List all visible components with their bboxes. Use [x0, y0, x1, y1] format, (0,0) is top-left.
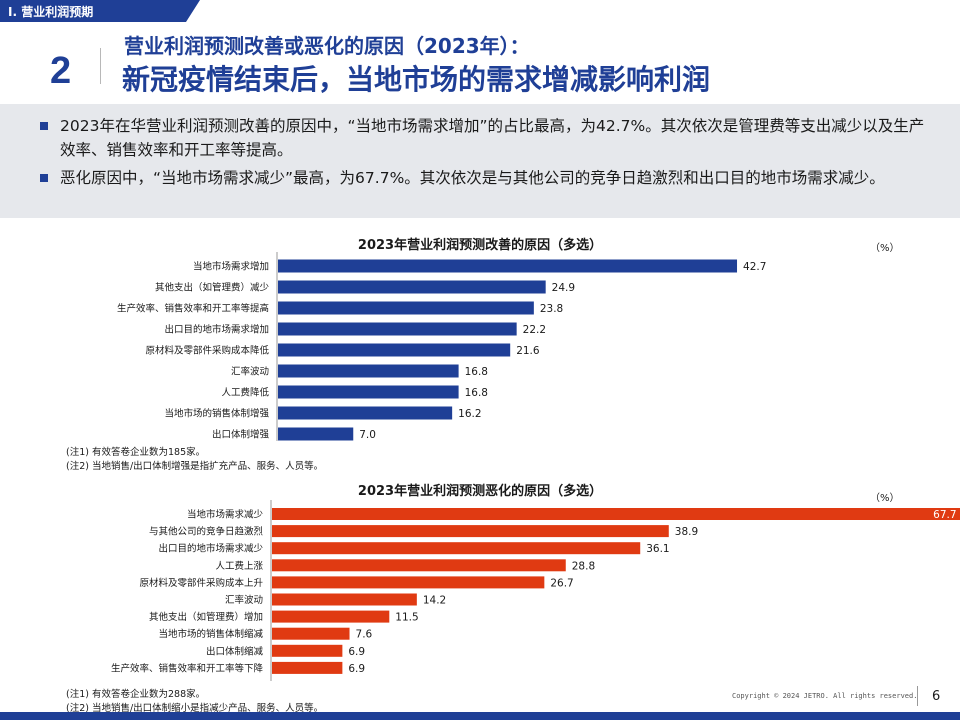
chart1-note-1: (注1) 有效答卷企业数为185家。 [66, 447, 206, 458]
bar [278, 259, 738, 273]
value-label: 28.8 [572, 560, 595, 572]
category-label: 出口体制缩减 [206, 645, 264, 657]
summary-text-1: 2023年在华营业利润预测改善的原因中，“当地市场需求增加”的占比最高，为42.… [60, 117, 925, 159]
category-label: 出口体制增强 [212, 429, 270, 441]
copyright: Copyright © 2024 JETRO. All rights reser… [732, 692, 918, 700]
value-label: 7.6 [356, 629, 373, 641]
chart2-note-2: (注2) 当地销售/出口体制缩小是指减少产品、服务、人员等。 [66, 703, 324, 714]
bar [278, 280, 546, 294]
category-label: 当地市场需求增加 [193, 261, 269, 273]
category-label: 汇率波动 [225, 594, 263, 606]
chart1-improvement: 当地市场需求增加 42.7 其他支出（如管理费）减少 24.9 生产效率、销售效率和开工… [117, 252, 766, 441]
page-title: 新冠疫情结束后，当地市场的需求增减影响利润 [122, 63, 711, 96]
bar [272, 576, 545, 589]
bullet-square-icon [40, 122, 48, 130]
bar [272, 610, 390, 623]
footer-divider [917, 686, 918, 706]
value-label: 16.2 [458, 408, 481, 420]
chart2-note-1: (注1) 有效答卷企业数为288家。 [66, 689, 206, 700]
bar [272, 627, 350, 640]
page-number: 6 [932, 689, 941, 704]
value-label: 6.9 [348, 663, 365, 675]
category-label: 其他支出（如管理费）减少 [155, 282, 270, 294]
value-label: 23.8 [540, 303, 563, 315]
value-label: 24.9 [552, 282, 575, 294]
category-label: 人工费降低 [221, 387, 269, 399]
chart2-unit: （%） [870, 493, 900, 504]
title-divider [100, 48, 101, 84]
category-label: 生产效率、销售效率和开工率等提高 [117, 303, 269, 315]
chart2-deterioration: 当地市场需求减少 67.7 与其他公司的竞争日趋激烈 38.9 出口目的地市场需求减少 3… [111, 500, 960, 681]
summary-bullet-2: 恶化原因中，“当地市场需求减少”最高，为67.7%。其次依次是与其他公司的竞争日… [40, 166, 928, 190]
bullet-square-icon [40, 174, 48, 182]
bar [278, 343, 511, 357]
value-label: 67.7 [933, 509, 956, 521]
section-tab: Ⅰ. 营业利润预期 [0, 0, 200, 22]
value-label: 14.2 [423, 595, 446, 607]
bar [278, 406, 453, 420]
bar [278, 322, 517, 336]
category-label: 与其他公司的竞争日趋激烈 [149, 526, 264, 538]
category-label: 人工费上涨 [215, 560, 263, 572]
value-label: 26.7 [550, 577, 573, 589]
section-tab-label: Ⅰ. 营业利润预期 [8, 5, 94, 19]
chart1-title: 2023年营业利润预测改善的原因（多选） [357, 238, 603, 253]
chart2-title: 2023年营业利润预测恶化的原因（多选） [357, 484, 603, 499]
value-label: 11.5 [395, 612, 418, 624]
category-label: 出口目的地市场需求减少 [158, 543, 263, 555]
bar [272, 644, 343, 657]
bottom-bar [0, 712, 960, 720]
value-label: 16.8 [465, 366, 488, 378]
chart1-unit: （%） [870, 243, 900, 254]
summary-bullet-1: 2023年在华营业利润预测改善的原因中，“当地市场需求增加”的占比最高，为42.… [40, 114, 928, 162]
value-label: 36.1 [646, 543, 669, 555]
category-label: 原材料及零部件采购成本上升 [139, 577, 263, 589]
value-label: 16.8 [465, 387, 488, 399]
bar [272, 508, 960, 520]
value-label: 6.9 [348, 646, 365, 658]
value-label: 7.0 [359, 429, 376, 441]
bar [278, 301, 534, 315]
category-label: 出口目的地市场需求增加 [164, 324, 269, 336]
bar [278, 427, 354, 441]
category-label: 原材料及零部件采购成本降低 [145, 345, 269, 357]
value-label: 42.7 [743, 261, 766, 273]
bar [272, 525, 669, 538]
bar [272, 559, 566, 572]
category-label: 汇率波动 [231, 366, 269, 378]
bar [272, 661, 343, 674]
value-label: 38.9 [675, 526, 698, 538]
page-subtitle: 营业利润预测改善或恶化的原因（2023年）： [124, 34, 530, 58]
bar [278, 364, 459, 378]
category-label: 当地市场需求减少 [187, 509, 264, 521]
chart1-note-2: (注2) 当地销售/出口体制增强是指扩充产品、服务、人员等。 [66, 461, 324, 472]
value-label: 22.2 [523, 324, 546, 336]
summary-text-2: 恶化原因中，“当地市场需求减少”最高，为67.7%。其次依次是与其他公司的竞争日… [60, 169, 885, 187]
category-label: 当地市场的销售体制增强 [164, 408, 269, 420]
slide-number: 2 [50, 50, 72, 92]
summary-box: 2023年在华营业利润预测改善的原因中，“当地市场需求增加”的占比最高，为42.… [0, 104, 960, 218]
category-label: 当地市场的销售体制缩减 [158, 628, 263, 640]
section-tab-shape [0, 0, 200, 22]
bar [272, 593, 417, 606]
bar [272, 542, 641, 555]
category-label: 生产效率、销售效率和开工率等下降 [111, 662, 264, 674]
category-label: 其他支出（如管理费）增加 [149, 611, 263, 623]
bar [278, 385, 459, 399]
value-label: 21.6 [516, 345, 540, 357]
